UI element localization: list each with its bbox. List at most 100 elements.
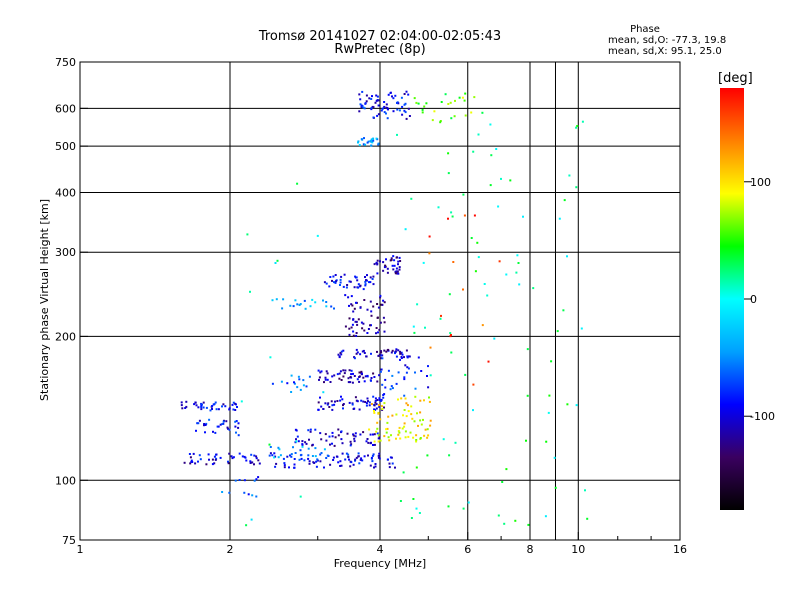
- data-point: [180, 401, 183, 404]
- data-point: [330, 400, 333, 403]
- data-point: [283, 466, 286, 469]
- data-point: [395, 413, 398, 416]
- data-point: [352, 372, 354, 375]
- data-point: [307, 447, 310, 450]
- data-point: [429, 374, 432, 377]
- data-point: [274, 465, 277, 468]
- data-point: [385, 431, 388, 434]
- data-point: [408, 355, 411, 358]
- data-point: [314, 301, 317, 304]
- data-point: [383, 101, 386, 103]
- data-point: [273, 452, 276, 455]
- data-point: [353, 286, 356, 289]
- data-point: [234, 420, 237, 423]
- phase-box-title: Phase: [630, 24, 660, 35]
- data-point: [490, 154, 493, 157]
- data-point: [374, 465, 377, 468]
- data-point: [382, 396, 385, 399]
- data-point: [297, 440, 300, 443]
- data-point: [353, 440, 356, 443]
- data-point: [377, 354, 380, 357]
- data-point: [426, 375, 428, 377]
- data-point: [398, 266, 401, 269]
- data-point: [393, 264, 396, 267]
- data-point: [358, 380, 361, 383]
- data-point: [384, 386, 387, 389]
- data-point: [350, 461, 353, 464]
- x-tick-label: 16: [673, 543, 687, 556]
- data-point: [348, 333, 351, 336]
- data-point: [258, 462, 261, 465]
- data-point: [364, 143, 367, 146]
- data-point: [328, 435, 331, 438]
- data-point: [489, 123, 492, 126]
- data-point: [375, 327, 378, 329]
- data-point: [305, 442, 308, 445]
- data-point: [213, 403, 216, 406]
- data-point: [376, 114, 379, 117]
- data-point: [371, 454, 374, 457]
- data-point: [407, 107, 410, 110]
- data-point: [382, 299, 385, 302]
- data-point: [371, 460, 374, 463]
- data-point: [372, 444, 374, 446]
- data-point: [386, 117, 389, 120]
- data-point: [339, 351, 342, 354]
- data-point: [268, 454, 271, 457]
- data-point: [290, 453, 293, 456]
- data-point: [472, 383, 475, 386]
- data-point: [358, 408, 361, 411]
- data-point: [180, 404, 183, 407]
- data-point: [293, 382, 296, 385]
- data-point: [350, 326, 353, 329]
- data-point: [202, 401, 205, 404]
- data-point: [214, 458, 217, 461]
- data-point: [383, 349, 386, 352]
- data-point: [340, 464, 343, 467]
- data-point: [397, 272, 400, 275]
- data-point: [352, 434, 355, 437]
- data-point: [309, 428, 312, 431]
- data-point: [360, 372, 363, 375]
- data-point: [417, 102, 420, 105]
- data-point: [387, 369, 390, 372]
- data-point: [349, 440, 352, 443]
- data-point: [232, 456, 235, 459]
- data-point: [400, 397, 403, 400]
- data-point: [297, 375, 300, 378]
- data-point: [403, 93, 406, 95]
- data-point: [525, 439, 527, 442]
- data-point: [195, 429, 197, 432]
- data-point: [342, 403, 345, 405]
- y-tick-label: 500: [55, 140, 76, 153]
- data-point: [363, 380, 366, 383]
- data-point: [322, 391, 325, 394]
- data-point: [280, 380, 283, 383]
- data-point: [419, 399, 422, 402]
- data-point: [224, 405, 227, 408]
- data-point: [375, 403, 378, 406]
- data-point: [370, 352, 372, 355]
- data-point: [396, 270, 399, 273]
- data-point: [336, 400, 339, 402]
- data-point: [405, 117, 408, 120]
- data-point: [360, 104, 363, 107]
- data-point: [355, 348, 358, 351]
- data-point: [294, 452, 297, 454]
- data-point: [377, 306, 380, 309]
- data-point: [317, 369, 320, 372]
- data-point: [581, 120, 584, 123]
- data-point: [404, 397, 407, 400]
- data-point: [269, 446, 272, 448]
- data-point: [389, 388, 392, 391]
- data-point: [376, 399, 379, 401]
- x-axis-label: Frequency [MHz]: [334, 557, 426, 570]
- data-point: [522, 215, 524, 218]
- data-point: [580, 327, 583, 330]
- data-point: [448, 454, 451, 457]
- data-point: [360, 138, 363, 141]
- data-point: [386, 458, 389, 461]
- data-point: [374, 399, 377, 402]
- data-point: [348, 327, 351, 330]
- data-point: [373, 466, 375, 469]
